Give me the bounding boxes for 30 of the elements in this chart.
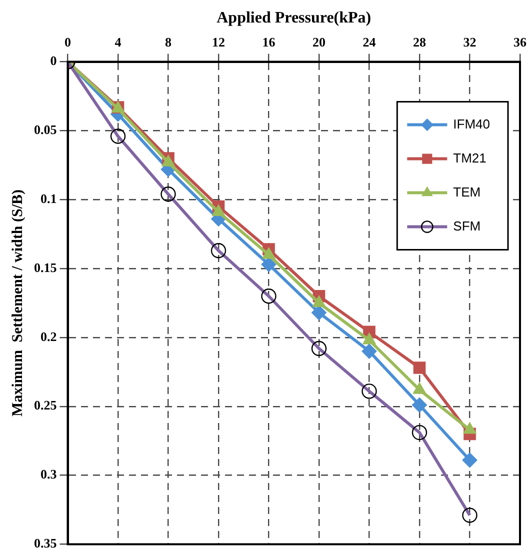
y-tick-label: 0.1 — [40, 190, 57, 206]
y-tick-label: 0.25 — [34, 398, 58, 413]
legend-label: IFM40 — [453, 116, 490, 132]
y-tick-label: 0.35 — [34, 536, 58, 551]
point — [412, 397, 427, 412]
y-tick-label: 0.15 — [34, 260, 58, 275]
legend-label: TEM — [453, 184, 481, 200]
y-tick-label: 0.05 — [34, 122, 58, 138]
point — [362, 344, 377, 359]
x-tick-label: 32 — [463, 34, 476, 50]
x-tick-label: 36 — [514, 34, 527, 50]
x-tick-label: 4 — [114, 34, 122, 50]
x-tick-label: 28 — [413, 34, 426, 50]
x-tick-label: 20 — [312, 34, 326, 50]
x-tick-label: 16 — [262, 34, 276, 50]
point — [462, 452, 478, 468]
y-tick-label: 0 — [50, 53, 57, 68]
x-axis-title: Applied Pressure(kPa) — [216, 10, 372, 27]
x-tick-label: 0 — [64, 34, 71, 50]
x-tick-label: 24 — [362, 34, 376, 50]
legend-label: SFM — [453, 218, 481, 234]
point — [261, 256, 276, 272]
point — [312, 305, 326, 320]
y-tick-label: 0.3 — [40, 466, 58, 482]
legend-label: TM21 — [453, 150, 486, 166]
point — [413, 362, 426, 374]
y-axis-title: Maximum Settlement / width (S/B) — [10, 189, 26, 417]
x-tick-label: 8 — [165, 34, 172, 50]
x-tick-label: 12 — [212, 34, 225, 50]
y-tick-label: 0.2 — [40, 328, 57, 344]
